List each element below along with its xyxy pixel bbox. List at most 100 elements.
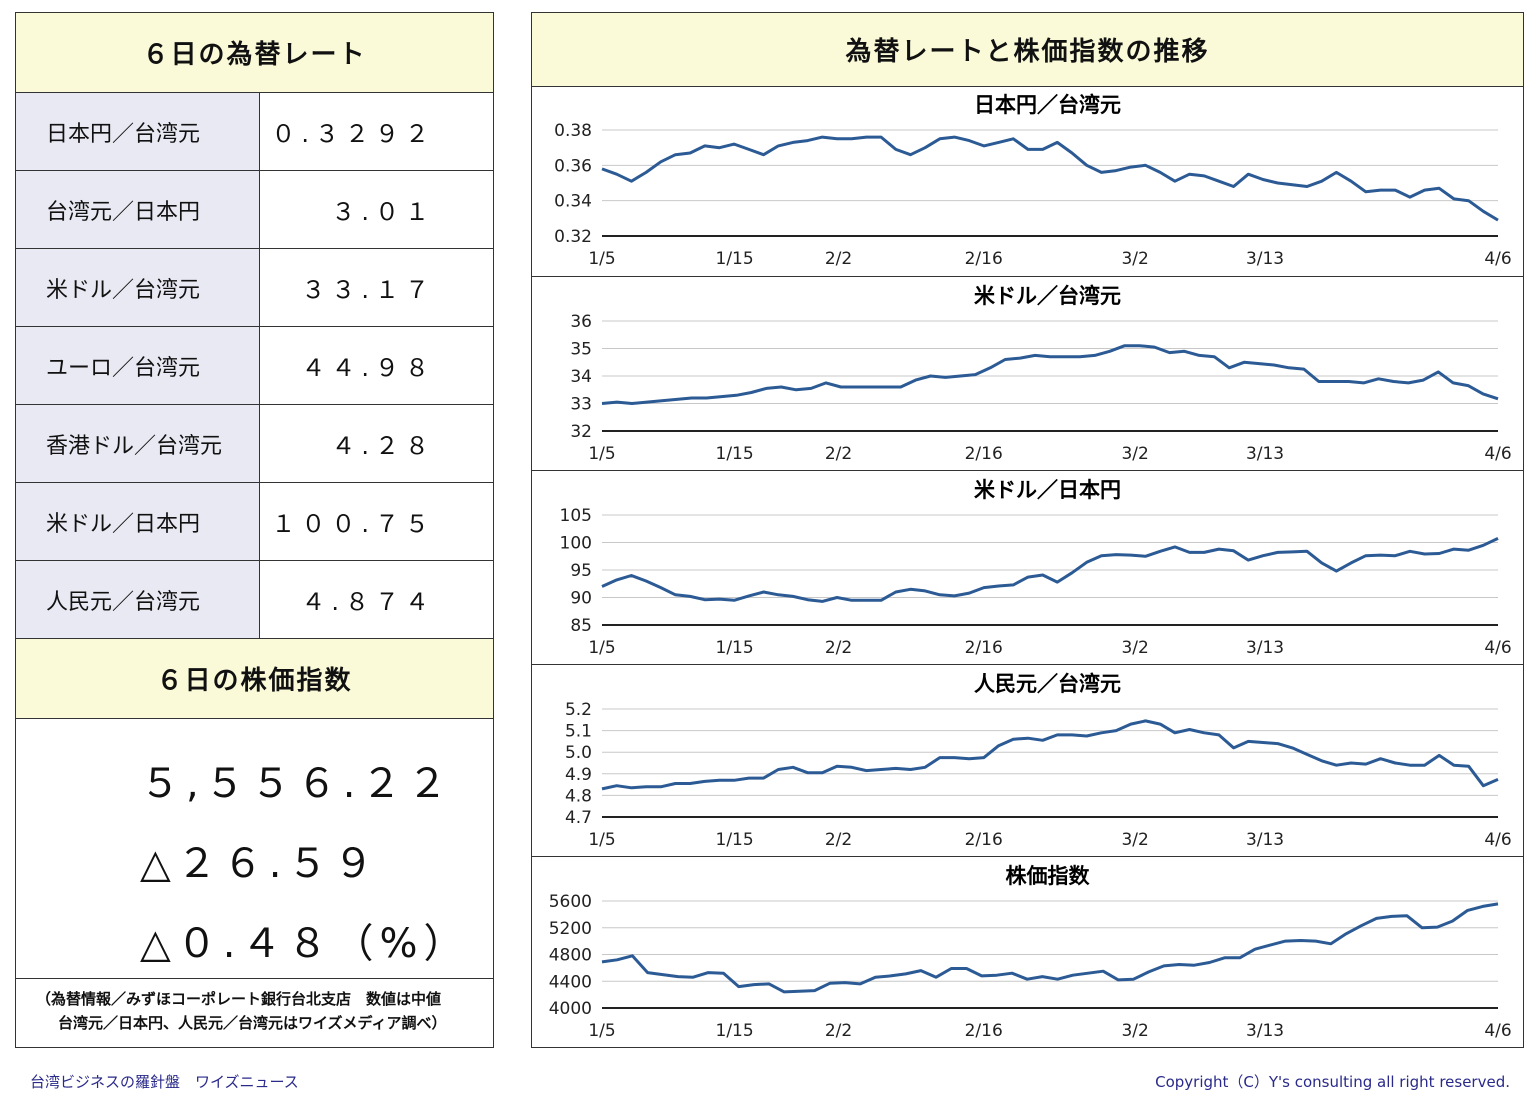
x-tick-label: 1/15 <box>716 444 754 464</box>
x-tick-label: 2/2 <box>825 1021 852 1041</box>
y-tick-label: 4400 <box>549 972 592 992</box>
rate-pair: ユーロ／台湾元 <box>16 327 260 404</box>
x-tick-label: 2/16 <box>965 249 1003 269</box>
chart-title: 米ドル／台湾元 <box>974 284 1121 308</box>
x-tick-label: 1/5 <box>588 638 615 658</box>
rate-row: ユーロ／台湾元 ４４.９８ <box>16 327 493 405</box>
rates-panel: ６日の為替レート 日本円／台湾元 ０.３２９２ 台湾元／日本円 ３.０１ 米ドル／台湾元… <box>15 12 494 1048</box>
rate-value: ４４.９８ <box>301 354 435 382</box>
x-tick-label: 1/15 <box>716 638 754 658</box>
chart-3: 米ドル／日本円 105 100 95 90 85 1/5 1/15 2/2 2/16 3/2 3/13… <box>532 470 1523 664</box>
chart-4: 人民元／台湾元 5.2 5.1 5.0 4.9 4.8 4.7 1/5 1/15 2/2 2/16 3… <box>532 664 1523 856</box>
x-tick-label: 3/13 <box>1246 249 1284 269</box>
series-line <box>601 719 1499 791</box>
x-tick-label: 3/13 <box>1246 830 1284 850</box>
rates-title: ６日の為替レート <box>16 13 493 93</box>
rate-pair: 米ドル／日本円 <box>16 483 260 560</box>
y-tick-label: 5.1 <box>565 722 592 742</box>
footer-site-name: 台湾ビジネスの羅針盤 ワイズニュース <box>30 1073 299 1091</box>
x-tick-label: 4/6 <box>1484 830 1511 850</box>
chart-svg: 日本円／台湾元 0.38 0.36 0.34 0.321/5 1/15 2/2 2/16 3/2… <box>554 93 1512 269</box>
y-tick-label: 4.8 <box>565 786 592 806</box>
stock-title: ６日の株価指数 <box>16 639 493 719</box>
rate-value: ４.８７４ <box>301 588 435 616</box>
x-tick-label: 2/2 <box>825 638 852 658</box>
chart-1: 日本円／台湾元 0.38 0.36 0.34 0.32 1/5 1/15 2/2 2/16 3/2… <box>532 86 1523 276</box>
stock-change-pct: △０.４８（%） <box>140 921 470 967</box>
y-tick-label: 5.0 <box>565 743 592 763</box>
rates-table: 日本円／台湾元 ０.３２９２ 台湾元／日本円 ３.０１ 米ドル／台湾元 ３３.１７ ユーロ／… <box>16 93 493 639</box>
y-tick-label: 33 <box>570 395 592 415</box>
footer-copyright: Copyright（C）Y's consulting all right res… <box>1155 1073 1510 1091</box>
chart-5: 株価指数 5600 5200 4800 4400 4000 1/5 1/15 2/2 2/16 3/… <box>532 856 1523 1047</box>
x-tick-label: 3/13 <box>1246 638 1284 658</box>
x-tick-label: 2/16 <box>965 830 1003 850</box>
stock-values: ５,５５６.２２ △２６.５９ △０.４８（%） <box>16 719 493 979</box>
y-tick-label: 0.34 <box>554 192 592 212</box>
y-tick-label: 100 <box>560 534 592 554</box>
stock-change: △２６.５９ <box>140 841 380 887</box>
x-tick-label: 3/2 <box>1121 249 1148 269</box>
x-tick-label: 4/6 <box>1484 638 1511 658</box>
x-tick-label: 2/2 <box>825 830 852 850</box>
source-note: （為替情報／みずほコーポレート銀行台北支店 数値は中値 台湾元／日本円、人民元／… <box>16 979 493 1035</box>
y-tick-label: 105 <box>560 506 592 526</box>
chart-title: 株価指数 <box>1006 864 1091 888</box>
y-tick-label: 5.2 <box>565 700 592 720</box>
y-tick-label: 4.7 <box>565 808 592 828</box>
y-tick-label: 5600 <box>549 892 592 912</box>
x-tick-label: 3/13 <box>1246 1021 1284 1041</box>
x-tick-label: 4/6 <box>1484 249 1511 269</box>
rate-value: ３３.１７ <box>301 276 435 304</box>
x-tick-label: 2/16 <box>965 638 1003 658</box>
rate-pair: 香港ドル／台湾元 <box>16 405 260 482</box>
rate-value: ０.３２９２ <box>271 120 435 148</box>
charts-panel: 為替レートと株価指数の推移 日本円／台湾元 0.38 0.36 0.34 0.32 1/5… <box>531 12 1524 1048</box>
y-tick-label: 5200 <box>549 919 592 939</box>
rate-row: 人民元／台湾元 ４.８７４ <box>16 561 493 639</box>
y-tick-label: 4000 <box>549 999 592 1019</box>
y-tick-label: 90 <box>570 589 592 609</box>
x-tick-label: 4/6 <box>1484 444 1511 464</box>
rate-pair: 人民元／台湾元 <box>16 561 260 638</box>
x-tick-label: 3/2 <box>1121 1021 1148 1041</box>
x-tick-label: 3/2 <box>1121 638 1148 658</box>
rate-pair: 米ドル／台湾元 <box>16 249 260 326</box>
y-tick-label: 0.38 <box>554 121 592 141</box>
x-tick-label: 4/6 <box>1484 1021 1511 1041</box>
y-tick-label: 36 <box>570 312 592 332</box>
series-line <box>601 344 1499 405</box>
rate-row: 香港ドル／台湾元 ４.２８ <box>16 405 493 483</box>
x-tick-label: 1/5 <box>588 1021 615 1041</box>
series-line <box>601 902 1499 994</box>
chart-svg: 米ドル／日本円 105 100 95 90 851/5 1/15 2/2 2/16 3/2 3/13… <box>560 478 1512 658</box>
y-tick-label: 32 <box>570 422 592 442</box>
x-tick-label: 2/16 <box>965 1021 1003 1041</box>
x-tick-label: 2/2 <box>825 249 852 269</box>
x-tick-label: 1/5 <box>588 444 615 464</box>
rate-row: 米ドル／台湾元 ３３.１７ <box>16 249 493 327</box>
y-tick-label: 85 <box>570 616 592 636</box>
y-tick-label: 95 <box>570 561 592 581</box>
y-tick-label: 4800 <box>549 946 592 966</box>
series-line <box>601 537 1499 603</box>
rate-value: １００.７５ <box>271 510 435 538</box>
chart-svg: 人民元／台湾元 5.25.15.04.94.84.71/5 1/15 2/2 2/16 3… <box>565 672 1512 850</box>
rate-pair: 日本円／台湾元 <box>16 93 260 170</box>
y-tick-label: 0.32 <box>554 227 592 247</box>
x-tick-label: 3/13 <box>1246 444 1284 464</box>
rate-row: 米ドル／日本円 １００.７５ <box>16 483 493 561</box>
y-tick-label: 34 <box>570 367 592 387</box>
source-note-line2: 台湾元／日本円、人民元／台湾元はワイズメディア調べ） <box>58 1014 447 1032</box>
x-tick-label: 2/16 <box>965 444 1003 464</box>
chart-2: 米ドル／台湾元 36 35 34 33 32 1/5 1/15 2/2 2/16 3/2 3/13 4/… <box>532 276 1523 470</box>
x-tick-label: 1/15 <box>716 249 754 269</box>
x-tick-label: 3/2 <box>1121 444 1148 464</box>
series-line <box>601 135 1499 222</box>
chart-title: 日本円／台湾元 <box>974 93 1121 117</box>
charts-title: 為替レートと株価指数の推移 <box>532 13 1523 87</box>
chart-svg: 米ドル／台湾元 36 35 34 33 321/5 1/15 2/2 2/16 3/2 3/13 4/… <box>570 284 1511 464</box>
y-tick-label: 0.36 <box>554 156 592 176</box>
x-tick-label: 1/15 <box>716 1021 754 1041</box>
rate-value: ３.０１ <box>331 198 435 226</box>
